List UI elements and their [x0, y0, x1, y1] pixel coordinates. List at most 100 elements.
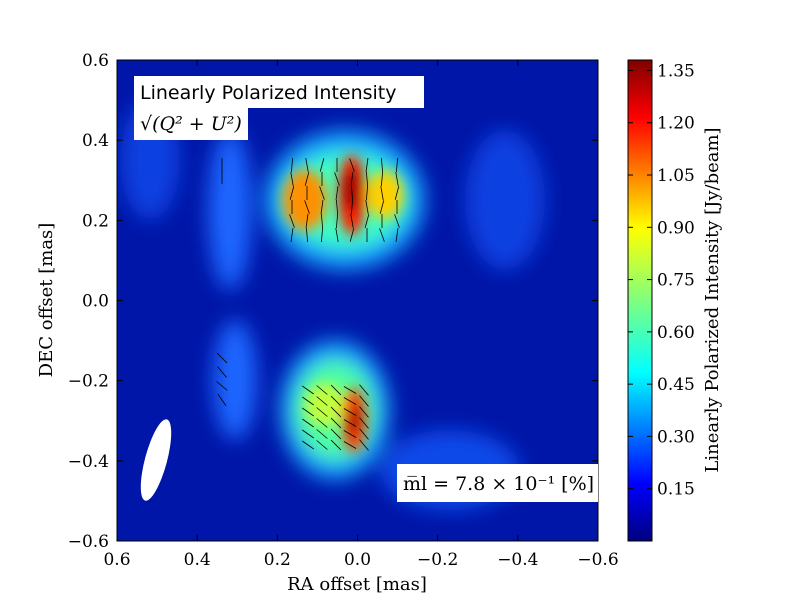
colorbar-tick-label: 0.60	[657, 323, 695, 343]
evpa-tick	[289, 214, 295, 228]
evpa-tick	[289, 186, 295, 200]
evpa-tick	[319, 186, 325, 200]
evpa-tick	[343, 419, 357, 427]
evpa-tick	[359, 439, 369, 451]
evpa-tick	[365, 200, 369, 214]
colorbar	[627, 59, 653, 542]
lower-knot-left	[305, 383, 345, 427]
x-ticks: 0.6 0.4 0.2 0.0 −0.2 −0.4 −0.6	[103, 60, 619, 570]
evpa-tick	[359, 395, 369, 407]
evpa-tick	[335, 213, 339, 229]
evpa-tick	[350, 185, 354, 201]
x-tick-label: −0.4	[497, 550, 538, 570]
evpa-tick	[320, 227, 324, 243]
evpa-tick	[302, 429, 314, 439]
evpa-tick	[330, 406, 342, 418]
evpa-tick	[364, 214, 370, 228]
evpa-tick	[394, 186, 400, 200]
evpa-tick	[330, 384, 342, 396]
m-annotation-text: m̅l = 7.8 × 10⁻¹ [%]	[403, 473, 594, 495]
lower-peak-core	[348, 404, 360, 436]
evpa-tick	[320, 213, 324, 229]
evpa-tick	[305, 158, 309, 172]
m-annotation: m̅l = 7.8 × 10⁻¹ [%]	[397, 464, 598, 502]
evpa-tick	[216, 381, 228, 391]
evpa-tick	[343, 430, 357, 438]
evpa-tick	[380, 186, 384, 200]
evpa-tick	[316, 440, 328, 450]
x-axis-label: RA offset [mas]	[287, 574, 427, 595]
evpa-tick	[304, 200, 310, 214]
evpa-tick	[394, 214, 400, 228]
chart-title: Linearly Polarized Intensity	[140, 82, 397, 104]
x-tick-label: 0.2	[264, 550, 291, 570]
evpa-tick	[319, 158, 325, 172]
evpa-tick	[216, 352, 228, 364]
x-tick-label: −0.6	[577, 550, 618, 570]
evpa-tick	[330, 439, 342, 451]
evpa-tick	[335, 228, 339, 242]
chart-subtitle: √(Q² + U²)	[140, 113, 242, 135]
colorbar-tick-label: 1.35	[657, 61, 695, 81]
evpa-tick	[330, 428, 342, 440]
evpa-tick	[350, 172, 354, 186]
evpa-tick	[290, 228, 294, 242]
x-tick-label: 0.6	[103, 550, 130, 570]
colorbar-tick-label: 0.15	[657, 480, 695, 500]
evpa-tick	[320, 200, 324, 214]
beam-ellipse	[140, 419, 172, 501]
y-tick-label: −0.6	[68, 532, 109, 552]
y-tick-label: −0.2	[68, 372, 109, 392]
diffuse-emission-right	[465, 130, 545, 270]
evpa-tick	[343, 408, 357, 416]
evpa-tick	[334, 172, 340, 186]
colorbar-tick-label: 0.45	[657, 375, 695, 395]
x-tick-label: 0.0	[344, 550, 371, 570]
evpa-tick	[359, 428, 369, 440]
evpa-tick	[379, 228, 385, 242]
evpa-tick	[395, 228, 399, 242]
y-tick-label: 0.4	[82, 131, 109, 151]
upper-knot-right	[367, 171, 403, 219]
evpa-tick	[290, 172, 294, 186]
evpa-tick	[302, 396, 314, 406]
evpa-tick	[217, 366, 227, 378]
evpa-tick	[305, 227, 309, 243]
evpa-tick	[395, 172, 399, 186]
y-axis-label: DEC offset [mas]	[36, 223, 57, 378]
evpa-tick	[365, 185, 369, 201]
m-annotation-box	[397, 464, 598, 502]
y-tick-label: 0.0	[82, 292, 109, 312]
title-annotation: Linearly Polarized Intensity √(Q² + U²)	[134, 76, 424, 140]
evpa-tick	[330, 395, 342, 407]
evpa-tick	[349, 158, 355, 172]
evpa-tick	[316, 407, 328, 417]
y-ticks: −0.6 −0.4 −0.2 0.0 0.2 0.4 0.6	[68, 51, 598, 552]
colorbar-ticks: 0.15 0.30 0.45 0.60 0.75 0.90 1.05 1.20 1.35	[628, 61, 695, 500]
evpa-tick	[302, 418, 314, 428]
evpa-tick	[330, 417, 342, 429]
evpa-tick	[302, 440, 314, 450]
evpa-tick	[335, 186, 339, 200]
evpa-tick	[350, 214, 354, 228]
y-tick-label: 0.6	[82, 51, 109, 71]
evpa-tick	[316, 385, 328, 395]
evpa-vectors	[216, 157, 400, 451]
diffuse-emission-left	[208, 130, 252, 290]
colorbar-tick-label: 1.05	[657, 166, 695, 186]
evpa-tick	[290, 157, 294, 173]
x-tick-label: −0.2	[417, 550, 458, 570]
colorbar-label: Linearly Polarized Intensity [Jy/beam]	[702, 127, 723, 472]
colorbar-tick-label: 1.20	[657, 114, 695, 134]
evpa-tick	[335, 199, 339, 215]
evpa-tick	[395, 157, 399, 173]
evpa-tick	[217, 394, 227, 406]
evpa-tick	[302, 407, 314, 417]
evpa-tick	[316, 429, 328, 439]
intensity-map	[117, 60, 598, 541]
x-tick-label: 0.4	[184, 550, 211, 570]
y-tick-label: 0.2	[82, 211, 109, 231]
evpa-tick	[365, 158, 369, 172]
diffuse-emission-left-lower	[213, 320, 257, 440]
